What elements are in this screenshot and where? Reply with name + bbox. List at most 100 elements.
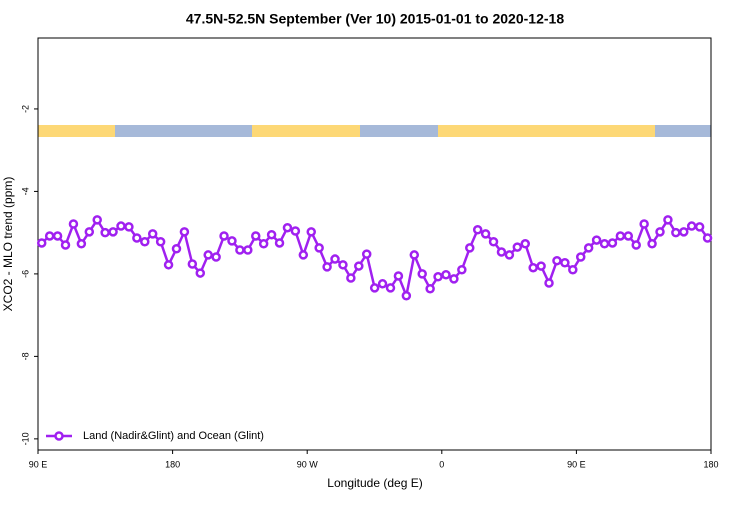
point: [385, 283, 396, 293]
point: [575, 252, 586, 262]
point: [211, 252, 221, 262]
point: [663, 215, 673, 225]
point: [433, 272, 443, 282]
point: [425, 283, 435, 294]
y-tick-label: -10: [20, 432, 30, 445]
point: [314, 243, 324, 253]
point: [560, 258, 570, 268]
y-axis-label: XCO2 - MLO trend (ppm): [1, 177, 15, 312]
legend: Land (Nadir&Glint) and Ocean (Glint): [46, 430, 264, 442]
point: [639, 219, 649, 229]
point: [243, 245, 253, 255]
point: [671, 227, 681, 238]
point: [346, 273, 356, 283]
point: [195, 268, 206, 278]
point: [322, 262, 332, 272]
point: [92, 215, 102, 225]
point: [631, 240, 641, 250]
point: [647, 239, 657, 249]
point: [354, 261, 364, 271]
point: [480, 229, 491, 239]
point: [251, 231, 261, 241]
point: [163, 260, 174, 270]
point: [171, 243, 182, 254]
point: [76, 239, 87, 249]
point: [623, 231, 634, 241]
ocean: [115, 125, 252, 137]
y-tick-label: -6: [20, 270, 30, 278]
point: [512, 242, 523, 252]
x-tick-label: 90 E: [29, 459, 48, 469]
x-tick-label: 0: [439, 459, 444, 469]
point: [552, 255, 562, 266]
ocean: [360, 125, 438, 137]
y-tick-label: -2: [20, 105, 30, 113]
point: [108, 227, 118, 237]
x-axis-label: Longitude (deg E): [327, 476, 422, 490]
point: [409, 250, 420, 260]
point: [369, 283, 380, 293]
point: [203, 250, 213, 260]
point: [583, 243, 594, 253]
legend-label: Land (Nadir&Glint) and Ocean (Glint): [83, 430, 264, 442]
x-tick-label: 90 E: [567, 459, 586, 469]
legend-marker: [54, 431, 64, 441]
point: [417, 269, 427, 279]
x-tick-label: 180: [165, 459, 180, 469]
point: [615, 231, 626, 241]
point: [179, 227, 190, 237]
point: [306, 227, 316, 237]
y-tick-label: -8: [20, 352, 30, 360]
point: [235, 245, 245, 255]
point: [147, 229, 158, 239]
point: [187, 259, 198, 269]
point: [591, 235, 602, 245]
point: [140, 236, 150, 247]
chart-title: 47.5N-52.5N September (Ver 10) 2015-01-0…: [186, 11, 564, 27]
point: [488, 236, 499, 247]
land: [38, 125, 115, 137]
y-tick-label: -4: [20, 187, 30, 195]
land-ocean-strip: [38, 125, 711, 137]
point: [361, 249, 372, 259]
point: [655, 227, 665, 237]
point: [298, 250, 309, 260]
land: [252, 125, 360, 137]
point: [401, 291, 412, 301]
point: [84, 227, 95, 237]
point: [702, 233, 713, 243]
point: [155, 236, 166, 247]
point: [520, 239, 531, 249]
point: [100, 227, 110, 238]
point: [282, 222, 293, 233]
point: [52, 231, 63, 241]
point: [44, 231, 55, 241]
point: [219, 231, 229, 241]
point: [504, 250, 515, 260]
point: [266, 229, 277, 240]
point: [536, 261, 546, 271]
point: [36, 238, 47, 248]
point: [68, 219, 79, 229]
point: [686, 221, 697, 231]
point: [607, 238, 618, 248]
point: [116, 221, 126, 231]
point: [258, 239, 269, 249]
ocean: [655, 125, 711, 137]
x-tick-label: 90 W: [297, 459, 319, 469]
point: [227, 236, 237, 246]
point: [132, 233, 142, 243]
point: [544, 278, 554, 288]
point: [274, 238, 285, 248]
point: [377, 279, 388, 289]
point: [679, 227, 689, 237]
point: [465, 243, 475, 253]
point: [457, 265, 467, 275]
point: [528, 262, 538, 273]
point: [496, 247, 507, 257]
point: [441, 269, 451, 280]
point: [694, 222, 705, 232]
point: [449, 274, 459, 284]
